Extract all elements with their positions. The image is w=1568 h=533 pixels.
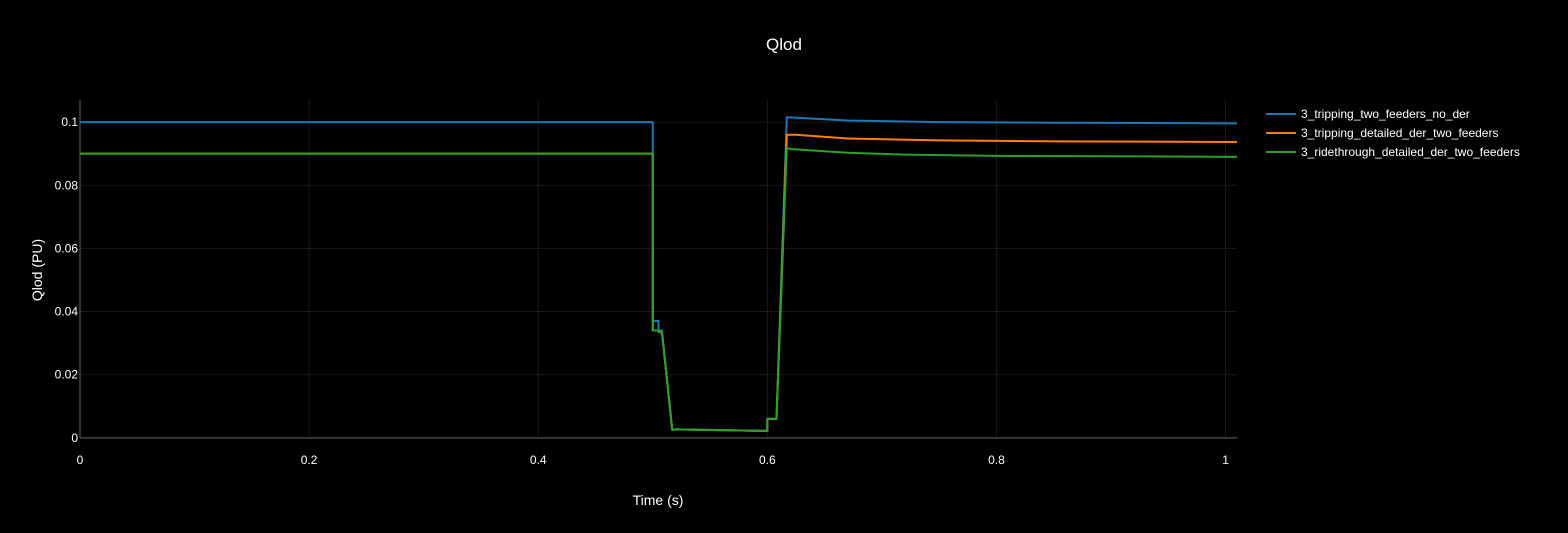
x-tick-label: 1 [1222, 453, 1229, 467]
x-tick-label: 0.4 [530, 453, 547, 467]
y-axis-title: Qlod (PU) [29, 239, 45, 301]
y-tick-label: 0 [71, 431, 78, 445]
legend-item[interactable]: 3_tripping_two_feeders_no_der [1266, 107, 1470, 121]
legend-item[interactable]: 3_ridethrough_detailed_der_two_feeders [1266, 145, 1520, 159]
x-axis-title: Time (s) [633, 492, 684, 508]
grid [80, 100, 1237, 438]
series-line-3[interactable] [80, 146, 1238, 432]
y-tick-label: 0.08 [55, 178, 79, 192]
x-tick-label: 0.6 [759, 453, 776, 467]
y-tick-label: 0.04 [55, 305, 79, 319]
y-tick-label: 0.1 [61, 115, 78, 129]
x-tick-label: 0 [77, 453, 84, 467]
legend[interactable]: 3_tripping_two_feeders_no_der 3_tripping_… [1266, 107, 1520, 159]
legend-item[interactable]: 3_tripping_detailed_der_two_feeders [1266, 126, 1498, 140]
legend-label: 3_tripping_two_feeders_no_der [1301, 107, 1470, 121]
legend-label: 3_ridethrough_detailed_der_two_feeders [1301, 145, 1520, 159]
x-tick-label: 0.8 [988, 453, 1005, 467]
legend-label: 3_tripping_detailed_der_two_feeders [1301, 126, 1498, 140]
x-axis-ticks: 0 0.2 0.4 0.6 0.8 1 [77, 453, 1230, 467]
y-tick-label: 0.06 [55, 241, 79, 255]
chart-title: Qlod [766, 35, 802, 54]
y-axis-ticks: 0 0.02 0.04 0.06 0.08 0.1 [55, 115, 79, 445]
series-line-1[interactable] [80, 116, 1238, 432]
series-line-2[interactable] [80, 133, 1238, 432]
x-tick-label: 0.2 [301, 453, 318, 467]
plot-area[interactable] [80, 116, 1238, 432]
y-tick-label: 0.02 [55, 368, 79, 382]
